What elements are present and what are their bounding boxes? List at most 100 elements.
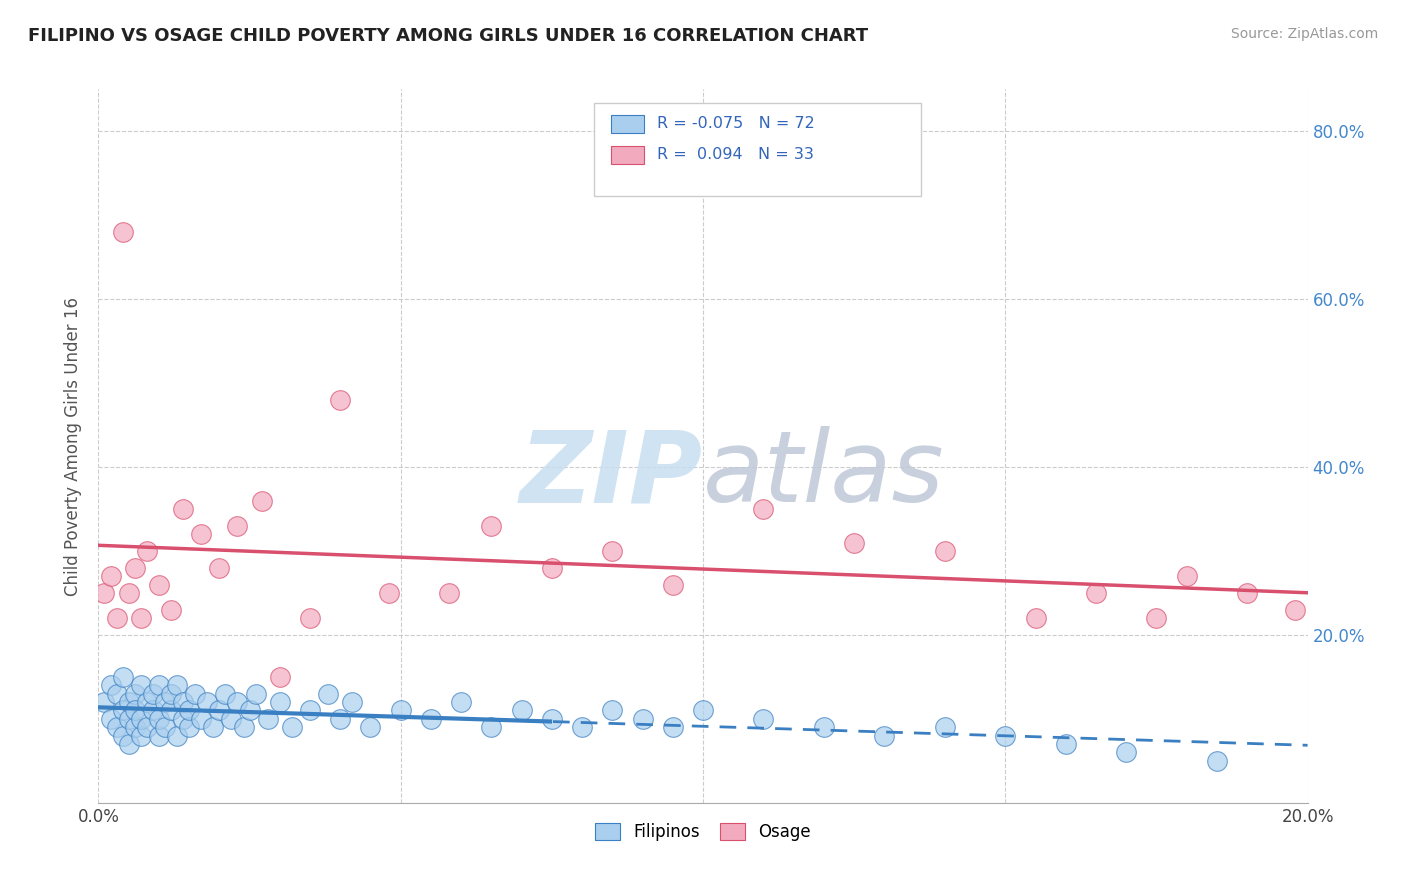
Point [129,729,152,743]
Point [239,703,262,717]
Point [190,527,212,541]
Point [142,703,165,717]
Point [226,695,249,709]
Point [226,518,249,533]
Point [329,392,352,407]
Point [195,695,218,709]
Point [1054,737,1077,751]
Point [124,703,146,717]
Point [105,720,128,734]
Point [184,687,207,701]
Point [105,687,128,701]
Point [172,502,194,516]
Point [166,729,188,743]
Point [148,712,170,726]
Point [124,560,146,574]
Point [481,518,503,533]
Text: ZIP: ZIP [520,426,703,523]
Point [844,535,866,549]
Point [692,703,714,717]
Y-axis label: Child Poverty Among Girls Under 16: Child Poverty Among Girls Under 16 [65,296,83,596]
Point [124,687,146,701]
Point [437,586,460,600]
Point [208,703,231,717]
Point [135,720,157,734]
Point [873,729,896,743]
FancyBboxPatch shape [595,103,921,196]
Point [281,720,304,734]
Point [1085,586,1108,600]
Point [179,720,201,734]
Point [934,720,956,734]
Point [100,712,122,726]
Point [93,586,115,600]
Point [631,712,654,726]
Point [118,586,141,600]
Point [93,695,115,709]
Point [153,695,176,709]
Point [1236,586,1258,600]
Point [269,695,291,709]
Point [540,560,562,574]
Legend: Filipinos, Osage: Filipinos, Osage [588,816,818,848]
Point [111,729,134,743]
Point [250,493,273,508]
Point [172,712,194,726]
Text: FILIPINO VS OSAGE CHILD POVERTY AMONG GIRLS UNDER 16 CORRELATION CHART: FILIPINO VS OSAGE CHILD POVERTY AMONG GI… [28,27,869,45]
Point [299,703,322,717]
Point [420,712,443,726]
Point [661,577,683,591]
Text: atlas: atlas [703,426,945,523]
Point [160,603,183,617]
Point [540,712,562,726]
Point [129,678,152,692]
Point [100,569,122,583]
Point [221,712,243,726]
Point [153,720,176,734]
Point [256,712,278,726]
Point [111,670,134,684]
Point [190,712,212,726]
Point [602,544,624,558]
Point [118,695,141,709]
Point [1144,611,1167,625]
Point [813,720,835,734]
Point [148,729,170,743]
Point [1175,569,1198,583]
Point [1115,746,1137,760]
Point [510,703,533,717]
Point [208,560,231,574]
Point [1206,754,1229,768]
Point [269,670,291,684]
Point [160,687,183,701]
Point [118,737,141,751]
Point [135,544,157,558]
Point [299,611,322,625]
Point [481,720,503,734]
Point [124,720,146,734]
Point [994,729,1017,743]
Point [329,712,352,726]
Point [316,687,339,701]
Point [142,687,165,701]
Text: R = -0.075   N = 72: R = -0.075 N = 72 [657,116,815,131]
Point [160,703,183,717]
Point [1024,611,1046,625]
Point [377,586,399,600]
FancyBboxPatch shape [612,115,644,133]
Point [166,678,188,692]
Point [1284,603,1306,617]
Point [100,678,122,692]
Point [172,695,194,709]
Text: Source: ZipAtlas.com: Source: ZipAtlas.com [1230,27,1378,41]
Point [148,678,170,692]
Point [105,611,128,625]
FancyBboxPatch shape [612,146,644,164]
Point [389,703,412,717]
Point [135,695,157,709]
Point [571,720,593,734]
Point [232,720,254,734]
Point [450,695,472,709]
Point [118,712,141,726]
Point [752,502,775,516]
